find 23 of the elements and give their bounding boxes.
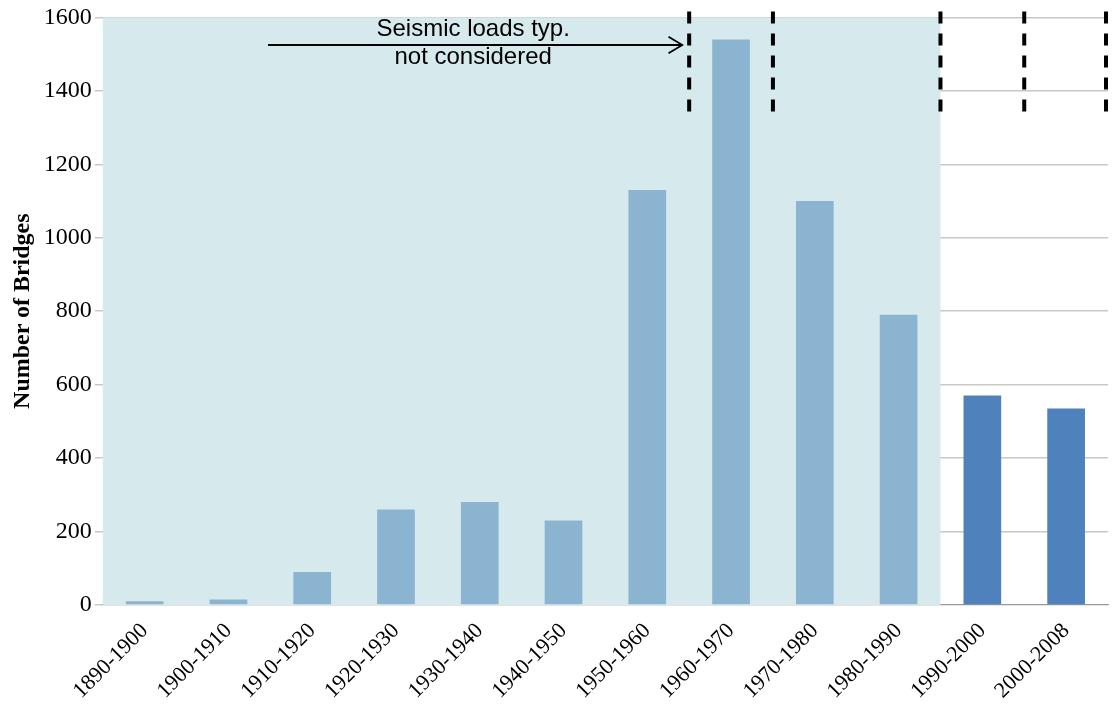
bar <box>712 39 750 605</box>
bar <box>293 571 332 605</box>
y-tick-label: 1600 <box>43 2 92 29</box>
bar <box>628 189 667 605</box>
y-tick-label: 400 <box>55 443 92 470</box>
y-tick-label: 800 <box>55 296 92 323</box>
y-tick-label: 600 <box>55 369 92 396</box>
y-axis-title: Number of Bridges <box>7 213 34 409</box>
bar <box>963 395 1002 605</box>
y-tick-label: 200 <box>55 516 92 543</box>
bar <box>544 520 583 605</box>
bar <box>377 509 415 605</box>
bar <box>1047 408 1085 605</box>
bar <box>795 201 834 605</box>
y-tick-label: 1000 <box>43 223 92 250</box>
bar <box>209 599 248 605</box>
y-tick-label: 1200 <box>43 149 92 176</box>
bar <box>879 314 918 605</box>
y-tick-label: 0 <box>79 590 92 617</box>
annotation: Seismic loads typ. not considered <box>376 14 570 70</box>
bar <box>125 601 164 605</box>
y-tick-label: 1400 <box>43 76 92 103</box>
bar <box>460 502 499 605</box>
